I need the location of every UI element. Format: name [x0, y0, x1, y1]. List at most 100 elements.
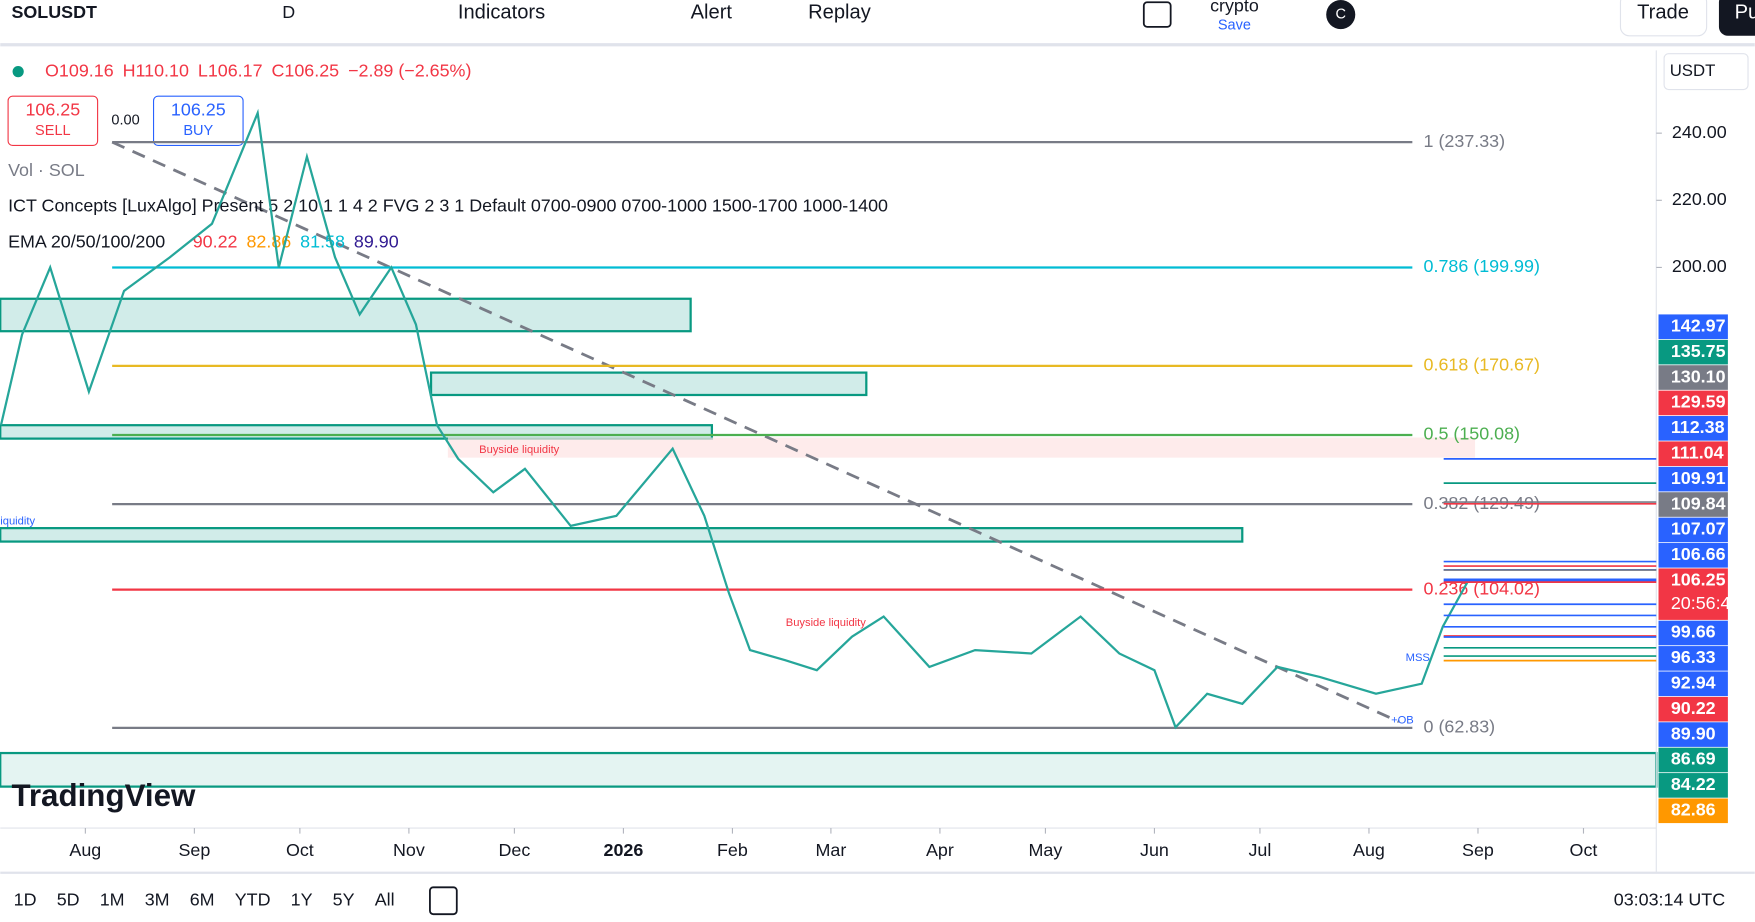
range-button[interactable]: 1D	[14, 889, 37, 909]
fib-label: 0.236 (104.02)	[1424, 578, 1540, 598]
fib-label: 0.786 (199.99)	[1424, 256, 1540, 276]
publish-button[interactable]: Pu	[1735, 2, 1755, 24]
price-label-box	[1658, 671, 1728, 697]
x-tick-label: Jul	[1249, 840, 1272, 860]
logo: TradingView	[11, 778, 196, 813]
annotation: +OB	[1391, 715, 1414, 727]
x-tick-label: Nov	[393, 840, 425, 860]
alert-button[interactable]: Alert	[691, 2, 733, 24]
ohlc-value: H110.10	[123, 60, 189, 80]
fib-label: 0 (62.83)	[1424, 717, 1496, 737]
range-button[interactable]: 6M	[190, 889, 215, 909]
price-label-box	[1658, 568, 1728, 620]
price-label: 142.97	[1671, 315, 1726, 335]
save-label[interactable]: Save	[1218, 18, 1251, 34]
buy-label[interactable]: BUY	[183, 123, 213, 139]
date-range-icon[interactable]	[429, 886, 458, 916]
price-label: 129.59	[1671, 392, 1726, 412]
annotation: iquidity	[0, 515, 35, 527]
x-tick-label: May	[1029, 840, 1063, 860]
buy-box[interactable]	[152, 95, 244, 147]
price-label: 135.75	[1671, 341, 1726, 361]
layout-icon[interactable]	[1142, 1, 1172, 28]
clock: 03:03:14 UTC	[1614, 889, 1725, 909]
price-label: 106.66	[1671, 544, 1726, 564]
price-label-box	[1658, 416, 1728, 441]
price-label-box	[1658, 773, 1728, 798]
price-label: 130.10	[1671, 366, 1726, 386]
x-tick-label: Aug	[69, 840, 101, 860]
buy-price[interactable]: 106.25	[171, 100, 226, 120]
ohlc-value: O109.16	[45, 60, 114, 80]
layout-name[interactable]: crypto	[1210, 0, 1259, 15]
symbol[interactable]: SOLUSDT	[11, 2, 97, 22]
ict-legend: ICT Concepts [LuxAlgo] Present 5 2 10 1 …	[8, 196, 888, 216]
price-label-box	[1658, 543, 1728, 568]
x-tick-label: Sep	[1462, 840, 1494, 860]
range-button[interactable]: 3M	[145, 889, 170, 909]
indicators-button[interactable]: Indicators	[458, 2, 545, 24]
replay-button[interactable]: Replay	[808, 2, 872, 24]
range-button[interactable]: YTD	[235, 889, 271, 909]
price-label: 111.04	[1671, 442, 1724, 462]
price-label-box	[1658, 492, 1728, 517]
avatar-letter[interactable]: C	[1335, 6, 1346, 22]
ema-value: 81.58	[300, 232, 345, 252]
price-label-box	[1658, 390, 1728, 416]
range-button[interactable]: All	[375, 889, 395, 909]
x-tick-label: Apr	[926, 840, 954, 860]
price-label: 86.69	[1671, 749, 1716, 769]
price-label: 99.66	[1671, 622, 1716, 642]
publish-button-box[interactable]	[1718, 0, 1755, 36]
zone	[0, 751, 1658, 788]
sell-price[interactable]: 106.25	[25, 100, 80, 120]
zone	[447, 437, 1476, 458]
trend-line	[111, 140, 1400, 723]
x-tick-label: Mar	[815, 840, 846, 860]
fib-label: 1 (237.33)	[1424, 131, 1506, 151]
price-label: 89.90	[1671, 723, 1716, 743]
range-button[interactable]: 5Y	[333, 889, 355, 909]
currency-box[interactable]	[1663, 53, 1749, 91]
zone	[0, 297, 692, 333]
price-label-box	[1658, 620, 1728, 646]
price-label-box	[1658, 646, 1728, 671]
ema-value: 82.86	[246, 232, 291, 252]
x-tick-label: Dec	[498, 840, 530, 860]
countdown: 20:56:46	[1671, 593, 1741, 613]
ema-value: 89.90	[354, 232, 399, 252]
price-label: 84.22	[1671, 774, 1716, 794]
price-label-box	[1658, 441, 1728, 467]
sell-box[interactable]	[7, 95, 99, 147]
range-button[interactable]: 1M	[100, 889, 125, 909]
trade-button-box[interactable]	[1619, 0, 1708, 37]
volume-legend: Vol · SOL	[8, 160, 85, 180]
avatar[interactable]	[1326, 0, 1356, 30]
range-button[interactable]: 1Y	[291, 889, 313, 909]
x-tick-label: Oct	[286, 840, 314, 860]
status-dot	[12, 66, 24, 78]
ema-value: 90.22	[193, 232, 238, 252]
range-button[interactable]: 5D	[57, 889, 80, 909]
currency[interactable]: USDT	[1670, 61, 1716, 80]
price-line	[0, 108, 1469, 730]
zone	[0, 527, 1244, 543]
price-label: 82.86	[1671, 800, 1716, 820]
x-tick-label: Aug	[1353, 840, 1385, 860]
ema-legend: EMA 20/50/100/200	[8, 232, 165, 252]
price-label-box	[1658, 747, 1728, 773]
price-label-box	[1658, 314, 1728, 340]
price-label-box	[1658, 798, 1728, 824]
x-tick-label: Sep	[178, 840, 210, 860]
trade-button[interactable]: Trade	[1637, 2, 1689, 24]
sell-label[interactable]: SELL	[35, 123, 71, 139]
price-label-box	[1658, 722, 1728, 747]
interval[interactable]: D	[282, 2, 295, 22]
price-label: 106.25	[1671, 569, 1726, 589]
price-label: 109.84	[1671, 493, 1726, 513]
ohlc-value: −2.89 (−2.65%)	[348, 60, 471, 80]
price-label: 107.07	[1671, 519, 1726, 539]
price-label: 96.33	[1671, 647, 1716, 667]
